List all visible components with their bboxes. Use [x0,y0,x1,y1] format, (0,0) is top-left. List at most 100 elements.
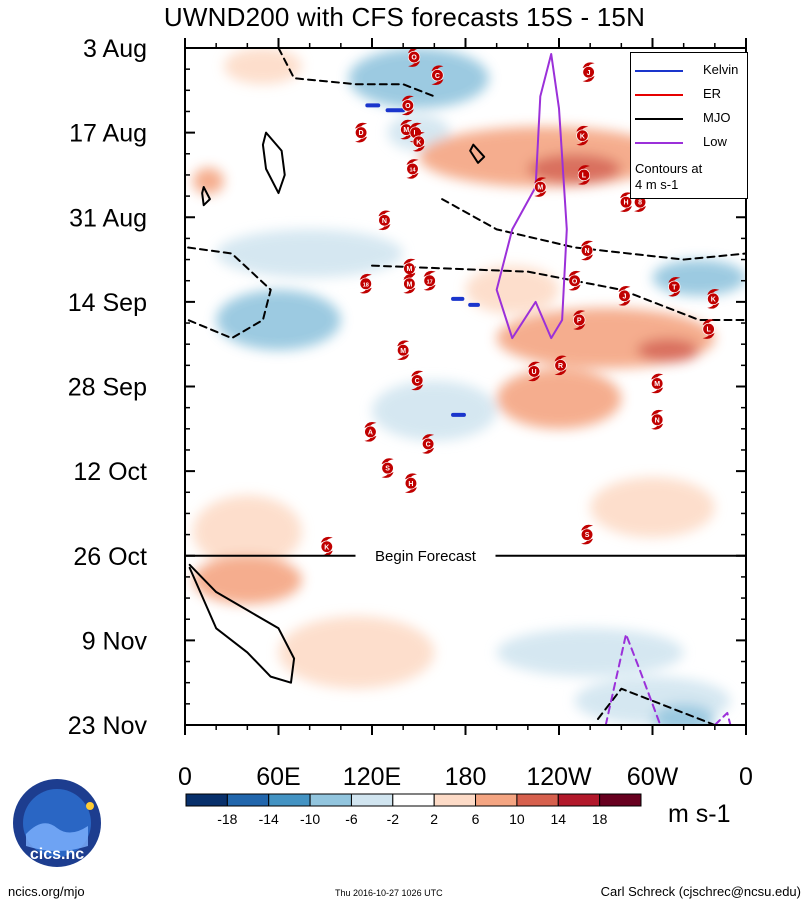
y-tick-label: 3 Aug [83,35,147,63]
storm-arm-bottom [620,206,633,212]
storm-marker-33: C [421,434,435,454]
storm-arm-bottom [568,284,581,291]
forecast-label: Begin Forecast [375,548,477,565]
legend-label-low: Low [703,134,727,149]
storm-marker-8: K [576,125,589,146]
storm-core [573,313,586,327]
anomaly-patch-11 [465,265,559,314]
storm-arm-bottom [423,284,436,291]
forecast-divider: Begin Forecast [185,548,746,565]
storm-arm-top [577,165,590,171]
storm-marker-18: M [403,273,416,294]
storm-marker-26: M [397,340,410,361]
colorbar-swatch-2 [268,793,311,807]
colorbar-label: -6 [345,811,358,827]
storm-arm-bottom [534,191,547,197]
colorbar-label: 14 [550,811,566,827]
storm-label: N [382,218,387,225]
storm-marker-17: 18 [359,273,372,294]
storm-marker-28: R [554,355,567,376]
storm-arm-top [707,289,720,295]
storm-arm-top [403,258,416,265]
storm-core [423,274,436,287]
storm-marker-27: U [527,361,541,382]
storm-arm-bottom [668,290,681,297]
y-tick-label: 14 Sep [68,289,147,317]
storm-marker-35: H [404,473,418,494]
contour-mjo-5 [441,198,746,261]
legend-line-kelvin [635,70,683,72]
anomaly-patch-15 [590,477,715,538]
colorbar-label: 10 [509,811,525,827]
y-tick-label: 28 Sep [68,374,147,402]
storm-label: D [359,130,364,137]
legend-note: Contours at 4 m s-1 [635,161,702,193]
anomaly-patch-4 [216,229,404,278]
storm-label: C [426,442,431,449]
storm-arm-top [411,370,424,377]
anomaly-patch-0 [192,167,224,195]
x-tick-label: 0 [739,763,753,791]
storm-label: R [558,363,563,370]
chart-title: UWND200 with CFS forecasts 15S - 15N [163,2,646,32]
storm-arm-bottom [576,139,589,146]
x-tick-label: 0 [178,763,192,791]
storm-label: C [435,73,440,80]
storm-marker-2: J [582,62,595,82]
anomaly-patch-6 [527,153,622,185]
storm-core [411,374,424,387]
storm-label: M [654,381,660,388]
storm-core [527,365,541,378]
storm-core [668,280,681,293]
storm-core [619,195,633,209]
legend-label-mjo: MJO [703,110,731,125]
storm-label: K [416,139,421,146]
storm-label: 8 [638,200,642,207]
storm-marker-12: H [619,192,633,212]
storm-marker-1: C [431,65,444,86]
anomaly-patch-12 [496,368,622,429]
legend-note-line1: Contours at [635,161,703,176]
colorbar: -18 -14 -10 -6 -2 2 6 10 14 18 [185,793,642,827]
storm-arm-bottom [422,447,435,454]
storm-arm-bottom [651,423,664,430]
storm-marker-32: A [364,422,377,442]
storm-arm-top [400,119,413,126]
contour-mjo-2 [201,186,211,207]
y-tick-label: 26 Oct [73,543,147,571]
storm-core [354,126,368,139]
storm-core [582,66,595,79]
storm-label: 14 [409,167,416,173]
storm-arm-top [581,240,594,247]
storm-arm-bottom [411,384,424,391]
storm-label: M [406,266,412,273]
storm-arm-bottom [431,79,444,86]
anomaly-patch-9 [636,338,700,363]
storm-core [580,528,594,541]
storm-arm-top [554,355,567,362]
storm-marker-9: 14 [406,159,419,179]
storm-arm-top [409,122,422,129]
storm-label: K [711,296,716,303]
colorbar-swatch-1 [226,793,270,807]
storm-arm-top [651,373,664,380]
storm-arm-top [568,270,581,277]
contour-mjo-8 [596,687,716,725]
storm-arm-top [378,210,391,217]
legend-line-er [635,94,683,96]
storm-arm-top [403,273,416,280]
storm-arm-bottom [412,145,425,152]
contour-low-9 [495,53,568,340]
storm-core [320,540,333,553]
storm-arm-bottom [381,472,394,478]
storm-arm-top [651,409,664,416]
storm-arm-bottom [359,287,372,294]
anomaly-patch-14 [192,495,302,568]
storm-core [406,162,419,176]
storm-arm-bottom [378,224,391,231]
storm-marker-20: O [568,270,581,291]
storm-label: 17 [427,279,433,285]
colorbar-label: 2 [430,811,438,827]
footer-url: ncics.org/mjo [8,884,85,899]
storm-core [580,244,594,257]
